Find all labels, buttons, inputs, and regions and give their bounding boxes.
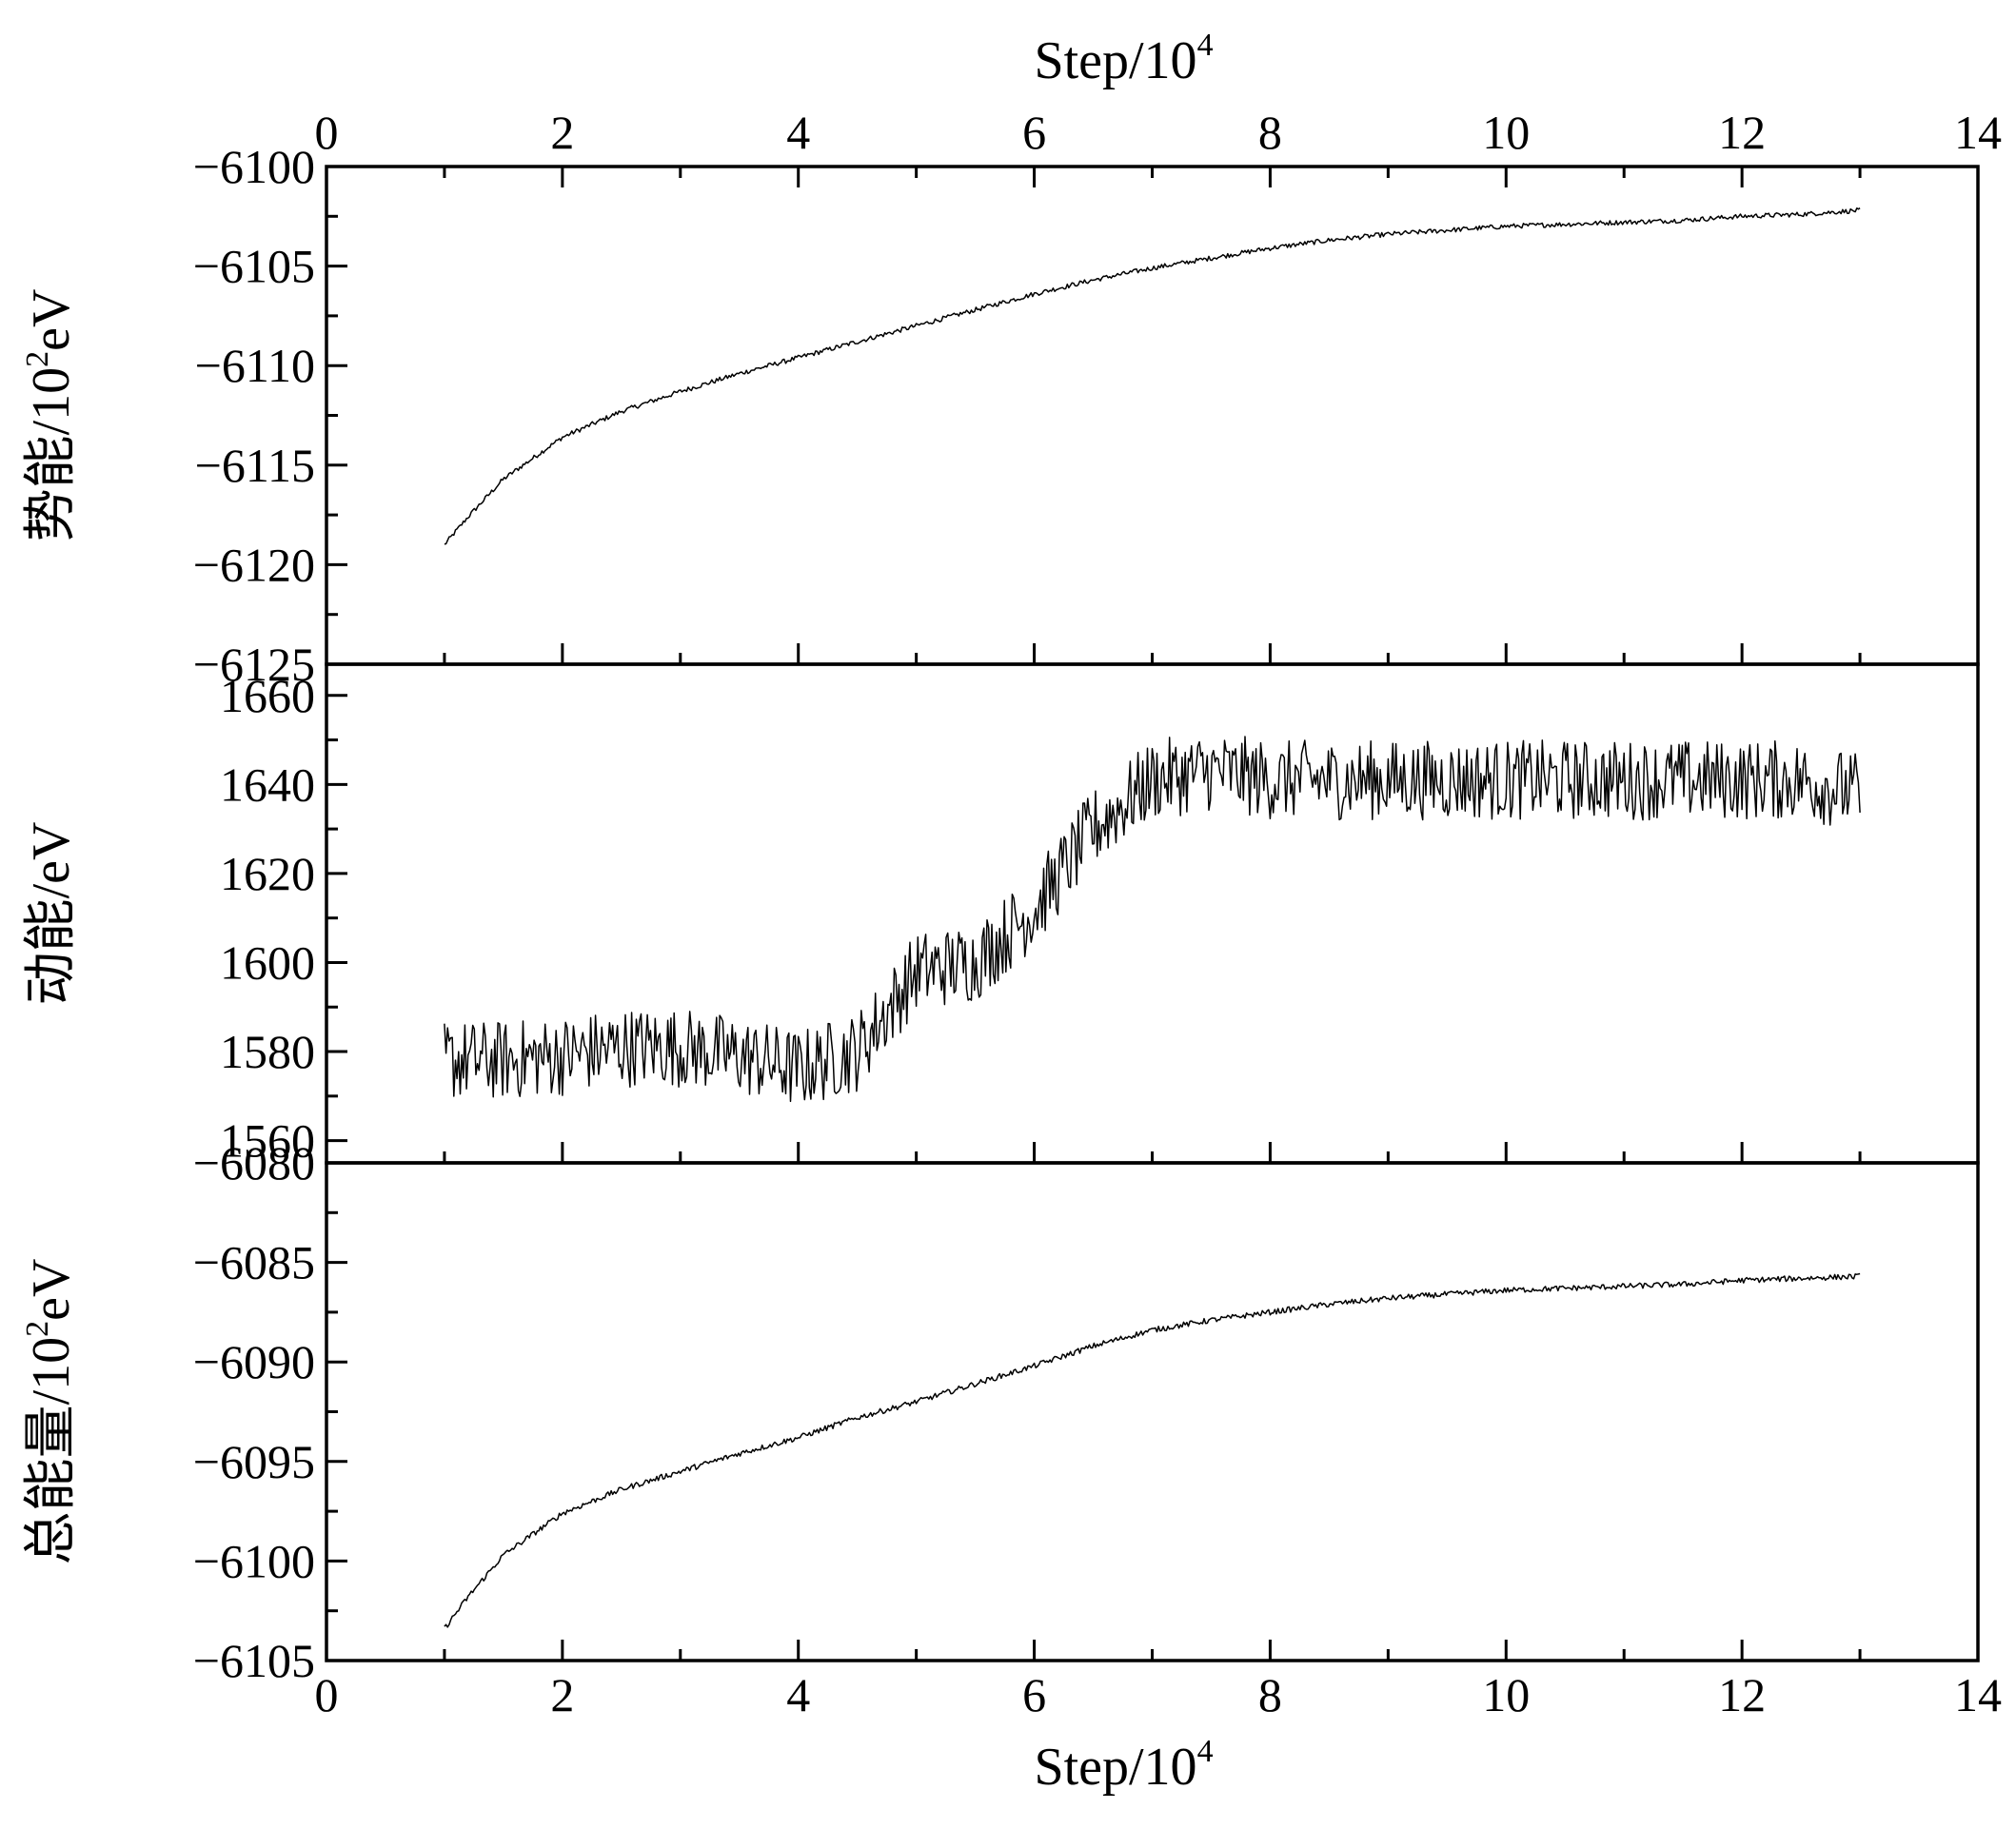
x-tick-label-bottom: 0 [315,1668,339,1721]
x-tick-label-bottom: 12 [1718,1668,1766,1721]
x-tick-label-bottom: 10 [1482,1668,1530,1721]
x-axis-title-top: Step/104 [1034,28,1213,90]
y-tick-label-total: −6105 [193,1634,315,1687]
y-tick-label-kinetic: 1580 [220,1025,315,1078]
x-tick-label-top: 6 [1022,106,1046,159]
x-tick-label-bottom: 6 [1022,1668,1046,1721]
y-tick-label-total: −6080 [193,1136,315,1190]
y-tick-label-total: −6085 [193,1236,315,1289]
axis-ticks [325,165,1980,1662]
x-tick-label-top: 12 [1718,106,1766,159]
x-tick-label-bottom: 4 [786,1668,810,1721]
x-tick-label-top: 2 [550,106,574,159]
panel-frame-kinetic [325,662,1980,1165]
y-axis-title-kinetic: 动能/eV [22,822,81,1006]
y-tick-label-potential: −6105 [193,240,315,293]
series-line-kinetic [444,736,1861,1103]
panel-frame-total [325,1161,1980,1662]
x-tick-label-top: 10 [1482,106,1530,159]
x-axis-title-bottom: Step/104 [1034,1734,1213,1797]
y-tick-label-kinetic: 1600 [220,935,315,989]
x-tick-label-top: 0 [315,106,339,159]
y-tick-label-potential: −6125 [193,638,315,691]
y-tick-label-total: −6090 [193,1335,315,1388]
y-axis-title-total: 总能量/102eV [20,1259,81,1565]
y-tick-label-potential: −6110 [195,339,315,392]
axis-titles: 势能/102eV 动能/eV 总能量/102eV Step/104 Step/104 [20,28,1214,1797]
series-line-potential [444,207,1861,545]
y-tick-label-kinetic: 1620 [220,847,315,900]
y-axis-title-potential: 势能/102eV [20,289,81,542]
y-tick-label-total: −6100 [193,1534,315,1587]
x-tick-label-bottom: 8 [1258,1668,1282,1721]
y-tick-label-potential: −6120 [193,538,315,591]
series-lines [444,207,1861,1628]
x-tick-label-bottom: 14 [1954,1668,2002,1721]
y-tick-label-total: −6095 [193,1435,315,1488]
x-tick-label-top: 4 [786,106,810,159]
tick-labels: −6100 −6105 −6110 −6115 −6120 −6125 1560 1580 16… [193,106,2002,1721]
x-tick-label-bottom: 2 [550,1668,574,1721]
y-tick-label-potential: −6100 [193,140,315,193]
x-tick-label-top: 8 [1258,106,1282,159]
panel-frames [325,165,1980,1662]
x-tick-label-top: 14 [1954,106,2002,159]
y-tick-label-kinetic: 1660 [220,669,315,722]
series-line-total [444,1272,1861,1628]
y-tick-label-kinetic: 1560 [220,1114,315,1168]
y-tick-label-potential: −6115 [195,439,315,492]
panel-frame-potential [325,165,1980,666]
y-tick-label-kinetic: 1640 [220,757,315,811]
